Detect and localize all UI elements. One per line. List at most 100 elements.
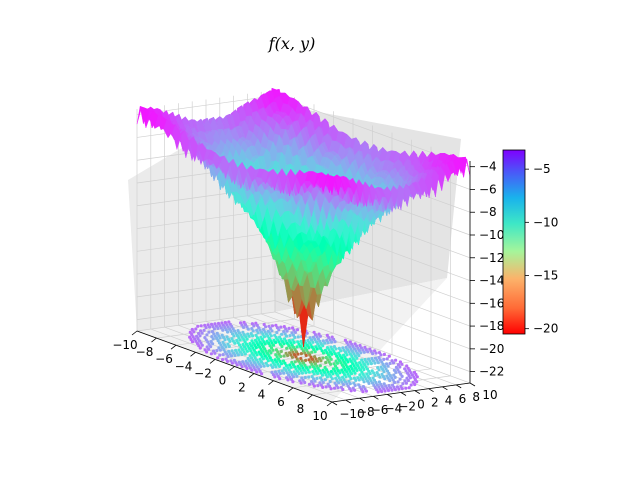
contour-dot xyxy=(254,333,258,337)
contour-dot xyxy=(280,332,284,336)
contour-dot xyxy=(320,378,324,382)
contour-dot xyxy=(313,362,317,366)
contour-dot xyxy=(313,379,317,383)
contour-dot xyxy=(222,335,226,339)
colorbar-tick-label: −15 xyxy=(533,269,558,283)
contour-dot xyxy=(391,378,395,382)
contour-dot xyxy=(221,328,225,332)
contour-dot xyxy=(319,346,323,351)
contour-dot xyxy=(291,333,295,337)
contour-dot xyxy=(273,375,277,379)
contour-dot xyxy=(362,350,366,354)
contour-dot xyxy=(400,374,404,378)
contour-dot xyxy=(354,378,358,382)
contour-dot xyxy=(293,335,297,339)
contour-dot xyxy=(333,369,337,373)
contour-dot xyxy=(382,382,386,386)
contour-dot xyxy=(264,325,268,329)
contour-dot xyxy=(209,352,213,356)
contour-dot xyxy=(398,377,402,381)
contour-dot xyxy=(340,363,344,367)
contour-dot xyxy=(262,364,266,368)
contour-dot xyxy=(310,362,314,366)
contour-dot xyxy=(372,383,376,387)
x-tick-label: 8 xyxy=(297,402,305,416)
contour-dot xyxy=(294,355,298,359)
z-tick-label: −8 xyxy=(479,205,497,219)
x-tick-label: −10 xyxy=(112,338,137,352)
contour-dot xyxy=(299,369,303,373)
contour-dot xyxy=(293,372,298,376)
contour-dot xyxy=(293,360,297,364)
contour-dot xyxy=(379,365,383,369)
y-tick-mark xyxy=(469,382,476,387)
contour-dot xyxy=(300,376,304,380)
contour-dot xyxy=(224,345,228,349)
contour-dot xyxy=(197,344,201,348)
contour-dot xyxy=(363,345,367,349)
contour-dot xyxy=(210,330,214,334)
contour-dot xyxy=(254,346,258,350)
contour-dot xyxy=(315,376,319,380)
contour-dot xyxy=(245,366,249,371)
contour-dot xyxy=(380,360,384,364)
contour-dot xyxy=(368,359,372,363)
contour-dot xyxy=(388,386,393,390)
contour-dot xyxy=(190,340,195,344)
contour-dot xyxy=(357,353,361,358)
contour-dot xyxy=(350,354,354,358)
contour-dot xyxy=(339,378,343,382)
contour-dot xyxy=(244,347,248,351)
contour-dot xyxy=(361,372,365,376)
contour-dot xyxy=(252,360,257,365)
z-tick-label: −16 xyxy=(479,296,504,310)
x-tick-mark xyxy=(248,373,255,378)
y-tick-mark xyxy=(359,397,365,402)
contour-dot xyxy=(349,359,353,363)
contour-dot xyxy=(369,379,373,383)
colorbar-ticks: −5 −10 −15 −20 xyxy=(525,162,558,336)
contour-dot xyxy=(374,351,378,355)
contour-dot xyxy=(234,361,238,365)
contour-dot xyxy=(361,377,365,381)
surface-mesh xyxy=(136,87,471,348)
contour-dot xyxy=(400,362,404,366)
contour-dot xyxy=(394,370,398,374)
contour-dot xyxy=(368,371,372,376)
contour-dot xyxy=(348,382,352,386)
contour-dot xyxy=(404,381,408,385)
contour-dot xyxy=(280,344,284,349)
contour-dot xyxy=(350,367,354,371)
contour-dot xyxy=(388,374,392,378)
contour-dot xyxy=(209,345,213,349)
contour-dot xyxy=(316,342,320,346)
contour-dot xyxy=(235,363,239,367)
contour-dot xyxy=(335,354,339,358)
contour-dot xyxy=(298,344,303,348)
contour-dot xyxy=(407,386,411,390)
contour-dot xyxy=(306,368,310,372)
contour-dot xyxy=(313,350,317,354)
y-tick-label: −6 xyxy=(371,403,389,417)
contour-dot xyxy=(316,366,320,370)
contour-dot xyxy=(321,344,325,348)
x-tick-mark xyxy=(307,394,313,400)
contour-dot xyxy=(303,363,307,367)
contour-dot xyxy=(291,350,295,354)
contour-dot xyxy=(305,348,309,352)
contour-dot xyxy=(388,379,392,383)
contour-dot xyxy=(323,341,327,345)
contour-dot xyxy=(303,375,307,380)
contour-dot xyxy=(376,373,381,377)
contour-dot xyxy=(349,389,353,393)
grid-line-left-horizontal xyxy=(136,300,276,320)
contour-dot xyxy=(316,384,320,388)
contour-dot xyxy=(285,371,289,375)
contour-dot xyxy=(335,366,339,370)
contour-dot xyxy=(413,377,417,382)
contour-dot xyxy=(199,341,203,345)
contour-dot xyxy=(316,371,320,375)
contour-dot xyxy=(327,360,331,364)
contour-dot xyxy=(403,379,407,383)
contour-dot xyxy=(297,371,301,376)
